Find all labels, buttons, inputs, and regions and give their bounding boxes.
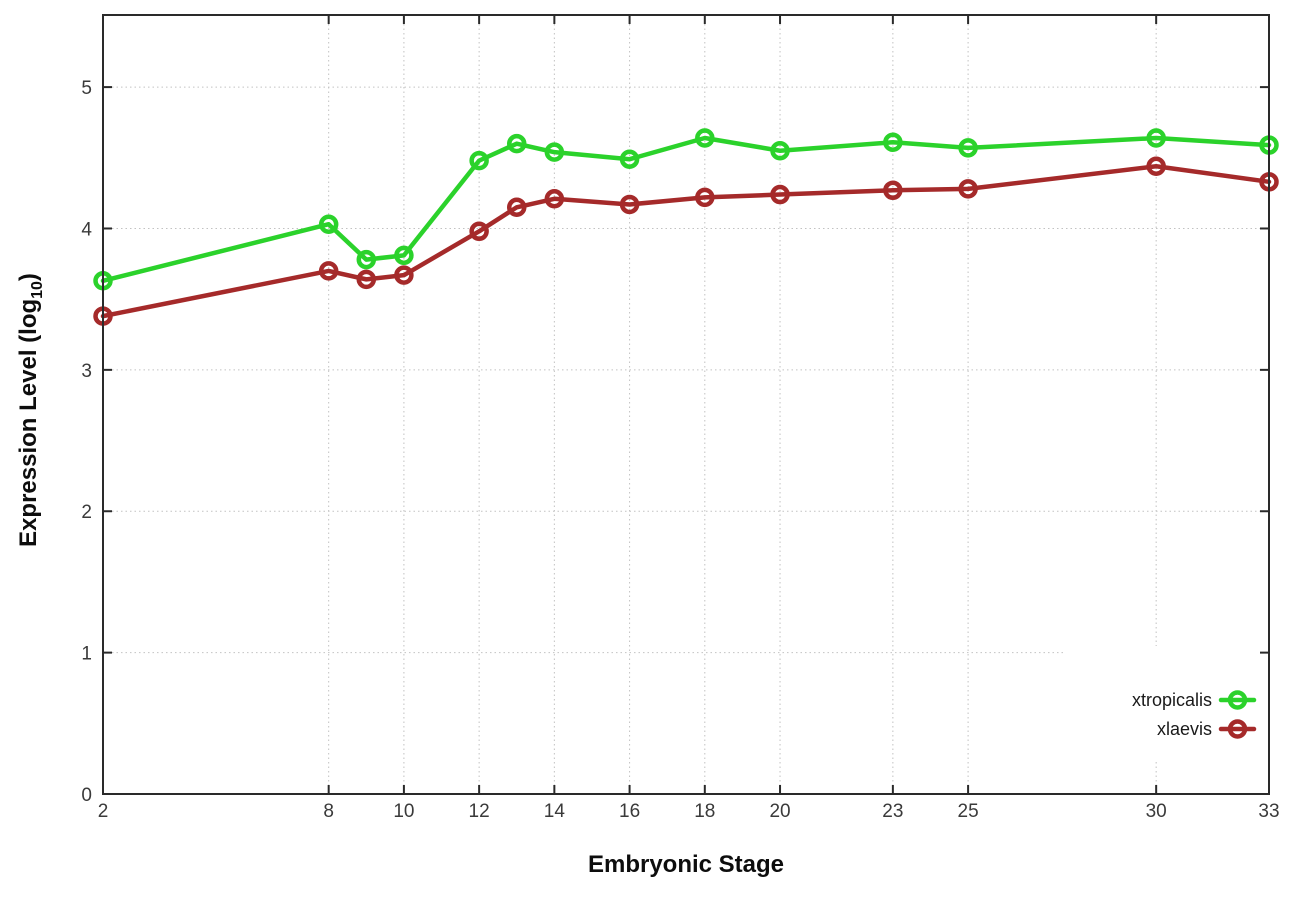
data-point-marker-xtropicalis bbox=[695, 128, 715, 148]
plot-border bbox=[102, 14, 1270, 795]
y-axis-title-subscript: 10 bbox=[29, 281, 46, 299]
legend-marker-xtropicalis bbox=[1227, 690, 1248, 710]
data-point-marker-xtropicalis bbox=[958, 138, 978, 158]
x-tick-label: 23 bbox=[882, 801, 903, 822]
x-tick-label: 16 bbox=[619, 801, 640, 822]
y-tick-label: 0 bbox=[81, 785, 92, 806]
data-point-marker-xtropicalis bbox=[506, 133, 527, 154]
data-point-marker-xlaevis bbox=[883, 180, 903, 201]
y-tick-label: 4 bbox=[81, 219, 92, 240]
data-point-marker-xtropicalis bbox=[356, 249, 377, 270]
data-point-marker-xlaevis bbox=[394, 265, 414, 285]
data-point-marker-xlaevis bbox=[695, 187, 715, 208]
data-point-marker-xlaevis bbox=[544, 189, 565, 209]
data-point-marker-xlaevis bbox=[506, 197, 527, 218]
legend-marker-xlaevis bbox=[1227, 719, 1248, 739]
data-point-marker-xlaevis bbox=[318, 261, 339, 281]
data-point-marker-xtropicalis bbox=[544, 142, 565, 162]
data-point-marker-xtropicalis bbox=[883, 132, 903, 152]
data-point-marker-xtropicalis bbox=[394, 245, 414, 266]
y-tick-label: 1 bbox=[81, 644, 92, 665]
x-tick-label: 18 bbox=[694, 801, 715, 822]
x-tick-label: 10 bbox=[393, 801, 414, 822]
y-tick-label: 2 bbox=[81, 502, 92, 523]
y-axis-title: Expression Level (log10) bbox=[15, 273, 47, 547]
data-point-marker-xlaevis bbox=[619, 194, 640, 215]
x-tick-label: 12 bbox=[469, 801, 490, 822]
data-point-marker-xlaevis bbox=[469, 221, 489, 242]
series-line-xtropicalis bbox=[100, 135, 1272, 284]
y-tick-label: 3 bbox=[81, 361, 92, 382]
x-tick-label: 33 bbox=[1258, 801, 1279, 822]
x-tick-label: 14 bbox=[544, 801, 566, 822]
x-tick-label: 2 bbox=[98, 801, 109, 822]
data-point-marker-xlaevis bbox=[958, 179, 978, 199]
x-tick-label: 25 bbox=[958, 801, 979, 822]
legend-background bbox=[1066, 646, 1268, 762]
data-point-marker-xlaevis bbox=[1146, 156, 1166, 177]
y-axis-title-close: ) bbox=[15, 273, 42, 282]
x-tick-label: 8 bbox=[323, 801, 334, 822]
data-point-marker-xtropicalis bbox=[469, 150, 489, 171]
legend-label-xtropicalis: xtropicalis bbox=[1132, 690, 1212, 710]
data-point-marker-xtropicalis bbox=[1146, 128, 1166, 148]
y-axis-title-text: Expression Level (log bbox=[15, 298, 42, 547]
x-tick-label: 30 bbox=[1146, 801, 1167, 822]
legend-label-xlaevis: xlaevis bbox=[1157, 719, 1212, 739]
y-tick-label: 5 bbox=[81, 78, 92, 99]
data-point-marker-xtropicalis bbox=[619, 149, 640, 169]
x-tick-label: 20 bbox=[769, 801, 790, 822]
data-point-marker-xtropicalis bbox=[318, 214, 339, 234]
data-point-marker-xtropicalis bbox=[770, 140, 790, 161]
series-line-xlaevis bbox=[100, 164, 1272, 319]
data-point-marker-xlaevis bbox=[356, 269, 377, 290]
x-axis-title: Embryonic Stage bbox=[587, 851, 785, 878]
data-point-marker-xlaevis bbox=[770, 184, 790, 205]
